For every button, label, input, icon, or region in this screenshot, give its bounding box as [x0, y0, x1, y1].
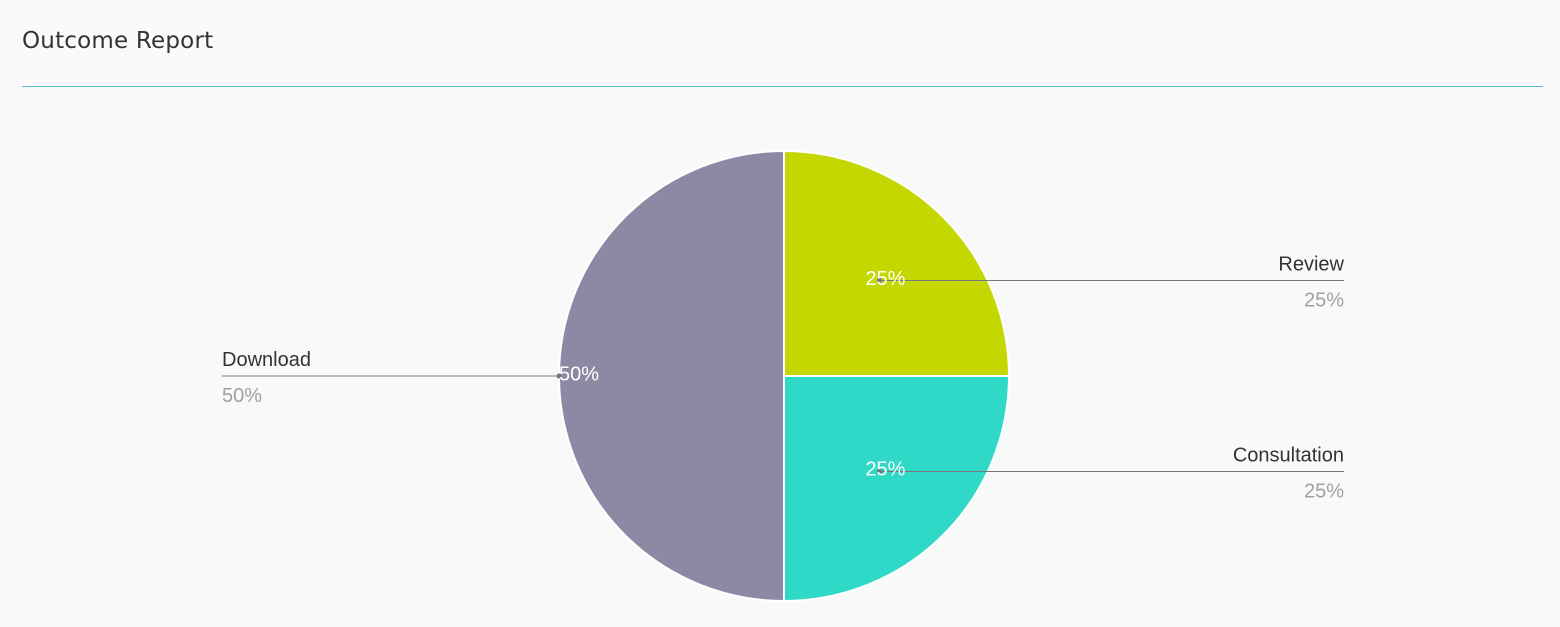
- callout-name-consultation: Consultation: [1233, 444, 1344, 466]
- chart-panel: 25% Review 25% 25% Consultation 25% 50% Downloa…: [22, 124, 1543, 627]
- leader-dot-review: [876, 278, 882, 284]
- pie-slice-consultation[interactable]: [783, 375, 1011, 603]
- callout-name-download: Download: [222, 349, 311, 371]
- callout-value-consultation: 25%: [1304, 480, 1344, 502]
- slice-percent-label-download: 50%: [559, 363, 599, 385]
- pie-slice-review[interactable]: [783, 149, 1011, 377]
- pie-chart: 25% Review 25% 25% Consultation 25% 50% Downloa…: [222, 149, 1345, 603]
- title-divider: [22, 86, 1543, 87]
- slice-percent-label-consultation: 25%: [865, 459, 905, 481]
- pie-slices: [558, 149, 1011, 603]
- page-title: Outcome Report: [22, 28, 214, 54]
- leader-dot-download: [556, 373, 562, 379]
- callout-value-download: 50%: [222, 385, 262, 407]
- leader-dot-consultation: [876, 468, 882, 474]
- callout-name-review: Review: [1278, 254, 1344, 276]
- leader-lines: [222, 278, 1344, 474]
- pie-labels: 25% Review 25% 25% Consultation 25% 50% Downloa…: [222, 254, 1345, 503]
- slice-percent-label-review: 25%: [865, 268, 905, 290]
- callout-value-review: 25%: [1304, 290, 1344, 312]
